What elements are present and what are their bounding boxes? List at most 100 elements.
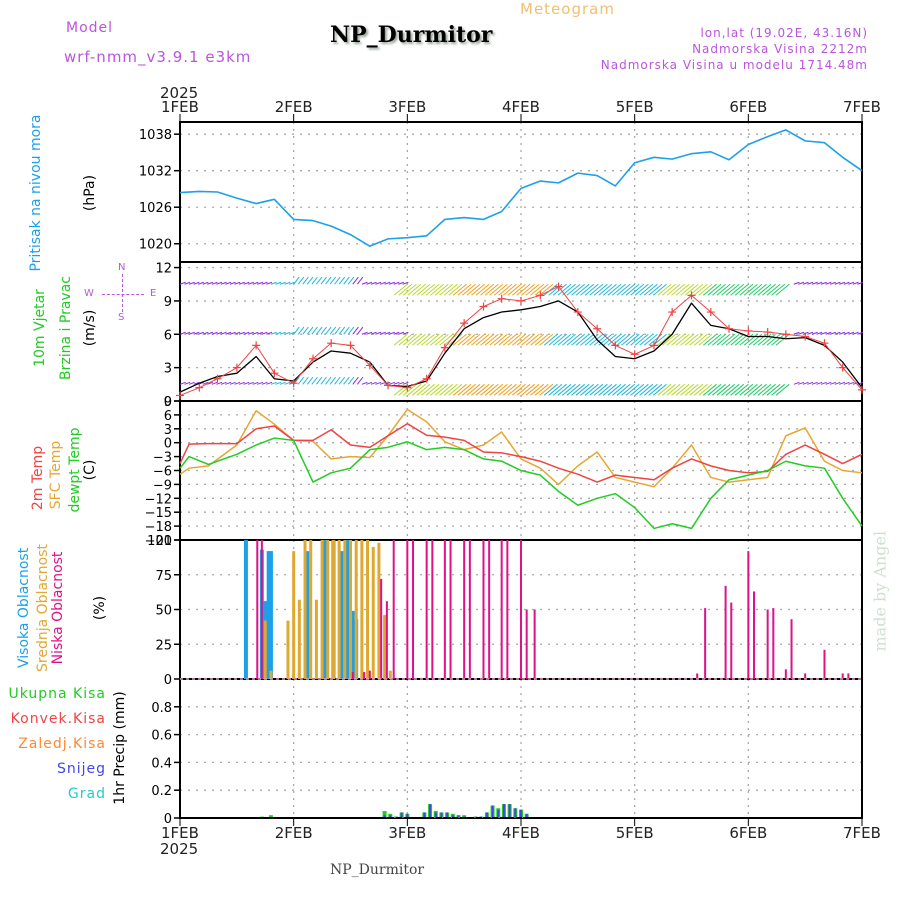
wind-barb (338, 376, 346, 385)
wind-gust-marker (554, 282, 563, 291)
y-tick-label: 3 (164, 362, 172, 377)
precip-bar (268, 815, 273, 818)
wind-barb (507, 333, 522, 346)
cloud-bar (320, 540, 324, 679)
wind-barb (306, 376, 314, 385)
wind-barb (398, 283, 413, 296)
precip-bar (520, 809, 522, 818)
wind-barb (625, 333, 640, 346)
wind-barb (816, 331, 823, 335)
wind-barb (261, 331, 268, 335)
wind-barb (648, 333, 663, 346)
wind-barb (516, 333, 531, 346)
cloud-bar (260, 540, 263, 679)
wind-barb (370, 281, 377, 285)
wind-barb (602, 383, 617, 396)
wind-barb (530, 283, 545, 296)
wind-barb (816, 381, 823, 385)
wind-barb (762, 383, 776, 396)
wind-barb (652, 283, 667, 296)
wind-barb (825, 331, 832, 335)
wind-barb (434, 283, 449, 296)
wind-gust-marker (820, 339, 829, 348)
cloud-bar (368, 670, 371, 679)
cloud-bar (366, 540, 370, 679)
wind-barb (552, 383, 567, 396)
wind-barb (639, 383, 654, 396)
wind-barb (448, 283, 463, 296)
wind-barb (457, 283, 472, 296)
wind-barb (548, 333, 563, 346)
cloud-bar (297, 599, 301, 679)
cloud-bar (847, 673, 850, 679)
wind-barb (234, 381, 241, 385)
wind-barb (416, 383, 431, 396)
wind-barb (243, 281, 250, 285)
wind-barb (512, 383, 526, 396)
wind-gust-marker (479, 302, 488, 311)
wind-barb (811, 281, 818, 285)
wind-barb (416, 333, 431, 346)
wind-barb (607, 283, 622, 296)
wind-barb (739, 283, 754, 296)
wind-barb (852, 281, 859, 285)
wind-gust-marker (858, 385, 866, 394)
wind-barb (370, 331, 377, 335)
cloud-bar (292, 551, 296, 679)
wind-barb (834, 331, 841, 335)
cloud-bar (343, 540, 347, 679)
y-tick-label: 0.6 (151, 729, 172, 744)
wind-barb (489, 383, 504, 396)
wind-barb (684, 333, 699, 346)
x-tick-label-bottom: 6FEB (729, 824, 767, 842)
wind-barb (771, 283, 786, 296)
wind-barb (279, 331, 286, 335)
wind-gust-marker (176, 391, 184, 400)
wind-barb (530, 333, 545, 346)
wind-barb (639, 333, 654, 346)
wind-barb (612, 283, 626, 296)
cloud-bar (303, 540, 307, 679)
wind-barb (416, 283, 431, 296)
wind-gust-marker (365, 361, 374, 370)
wind-barb (689, 383, 704, 396)
wind-barb (352, 376, 359, 385)
wind-barb (220, 281, 227, 285)
cloud-bar (371, 546, 375, 679)
wind-barb (643, 333, 658, 346)
wind-barb (798, 381, 805, 385)
wind-gust-marker (440, 343, 449, 352)
wind-barb (329, 326, 337, 335)
wind-barb (407, 333, 422, 346)
wind-gust-marker (630, 350, 639, 359)
x-tick-label-bottom: 4FEB (502, 824, 540, 842)
wind-barb (730, 383, 745, 396)
wind-barb (325, 276, 332, 285)
wind-barb (543, 333, 558, 346)
y-tick-label: 0 (164, 395, 172, 410)
wind-barb (462, 383, 476, 396)
wind-barb (625, 283, 640, 296)
wind-barb (712, 383, 726, 396)
wind-barb (525, 283, 540, 296)
cloud-bar (425, 540, 428, 679)
wind-barb (211, 331, 218, 335)
cloud-bar (463, 540, 466, 679)
cloud-bar (406, 540, 409, 679)
wind-barb (457, 383, 472, 396)
wind-barb (443, 283, 458, 296)
precip-legend-total: Ukupna Kisa (8, 686, 106, 702)
wind-gust-marker (611, 341, 620, 350)
wind-barb (225, 281, 232, 285)
wind-barb (598, 383, 613, 396)
precip-bar (457, 815, 460, 818)
cloud-bar (488, 540, 491, 679)
wind-barb (243, 331, 250, 335)
wind-barb (334, 326, 341, 335)
wind-barb (338, 326, 346, 335)
wind-barb (580, 283, 595, 296)
wind-barb (480, 283, 495, 296)
wind-barb (843, 331, 850, 335)
wind-barb (793, 281, 800, 285)
cloud-bar (383, 615, 387, 679)
